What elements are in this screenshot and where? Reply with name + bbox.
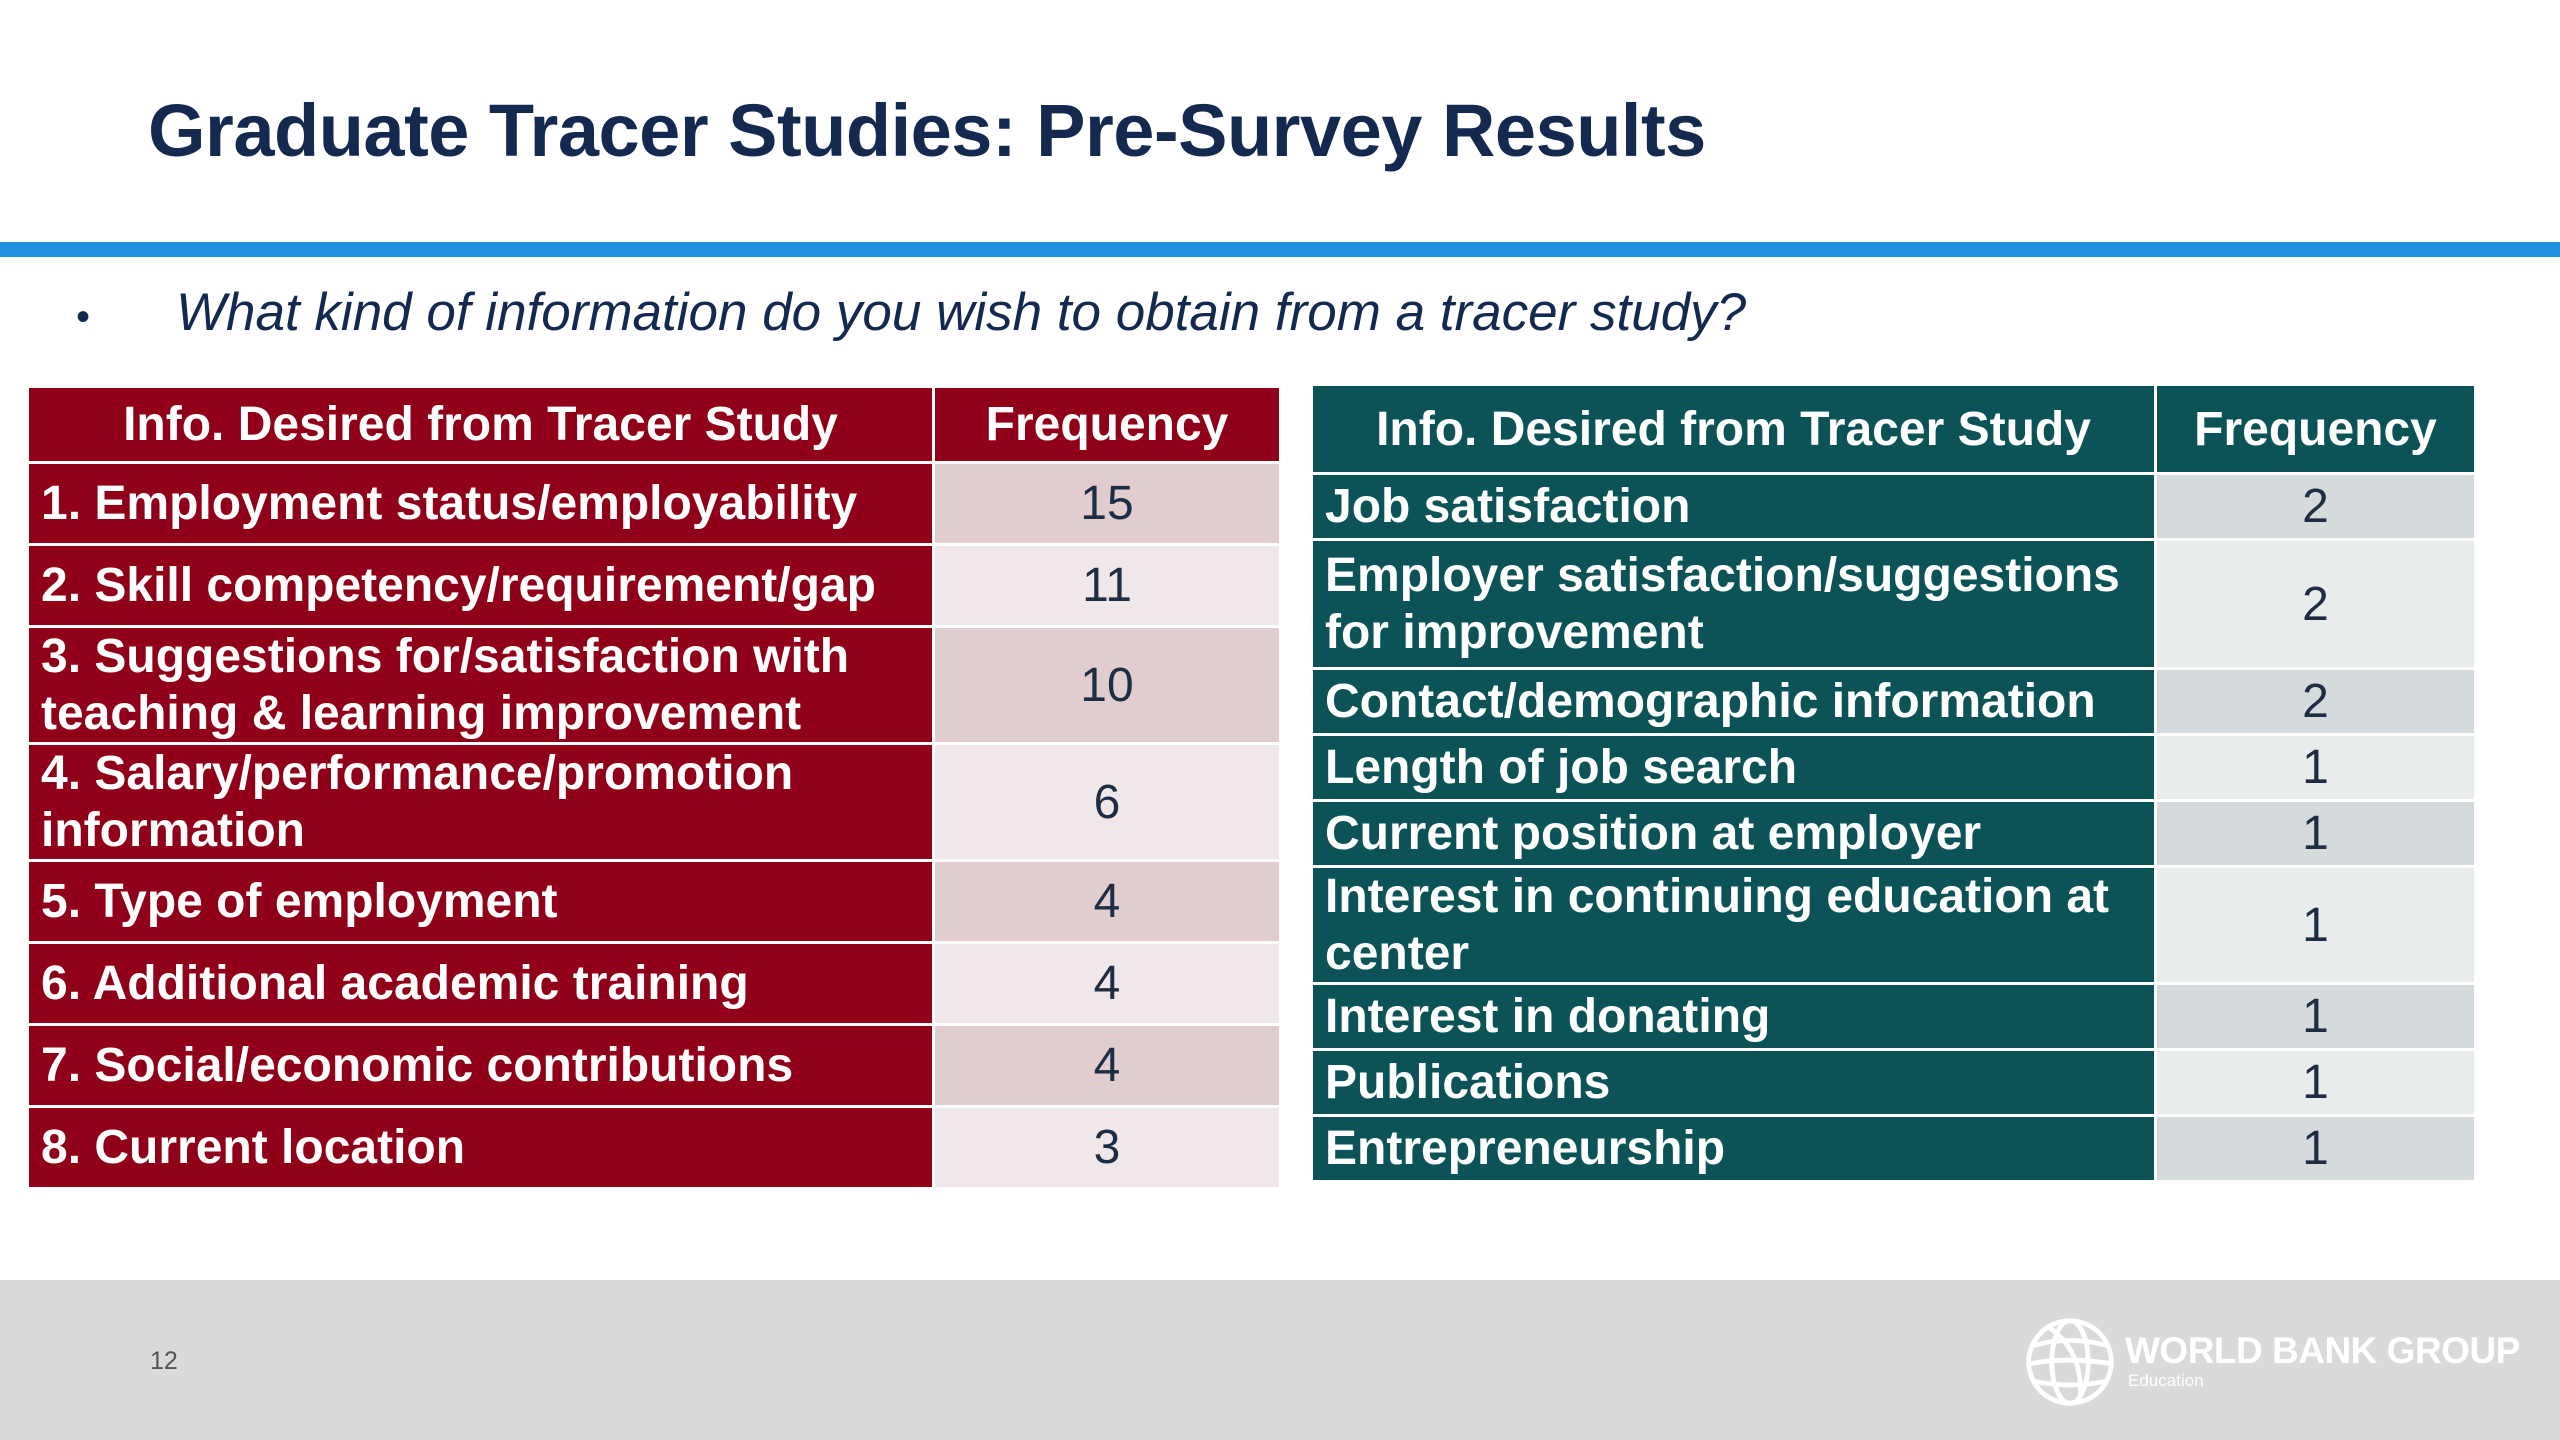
table-row: 8. Current location 3 bbox=[26, 1105, 1282, 1190]
row-item: 7. Social/economic contributions bbox=[26, 1023, 935, 1108]
row-item: 1. Employment status/employability bbox=[26, 461, 935, 546]
question-text: What kind of information do you wish to … bbox=[176, 283, 1747, 342]
table-row: Interest in continuing education at cent… bbox=[1310, 865, 2477, 985]
row-item: Interest in donating bbox=[1310, 982, 2157, 1051]
globe-icon bbox=[2026, 1318, 2114, 1406]
row-item: Employer satisfaction/suggestions for im… bbox=[1310, 538, 2157, 670]
row-item: Publications bbox=[1310, 1048, 2157, 1117]
header-info-desired: Info. Desired from Tracer Study bbox=[26, 385, 935, 464]
row-item: Contact/demographic information bbox=[1310, 667, 2157, 736]
row-frequency: 2 bbox=[2154, 667, 2477, 736]
row-item: 3. Suggestions for/satisfaction with tea… bbox=[26, 625, 935, 745]
bullet-marker: • bbox=[76, 295, 91, 339]
header-info-desired: Info. Desired from Tracer Study bbox=[1310, 383, 2157, 475]
table-row: Employer satisfaction/suggestions for im… bbox=[1310, 538, 2477, 670]
title-divider bbox=[0, 242, 2560, 257]
table-right-header-row: Info. Desired from Tracer Study Frequenc… bbox=[1310, 383, 2477, 475]
slide-title: Graduate Tracer Studies: Pre-Survey Resu… bbox=[148, 89, 1706, 172]
table-row: Publications 1 bbox=[1310, 1048, 2477, 1117]
row-frequency: 2 bbox=[2154, 472, 2477, 541]
world-bank-group-logo-subtext: Education bbox=[2128, 1371, 2204, 1390]
question-bullet: • What kind of information do you wish t… bbox=[76, 282, 2376, 343]
table-row: 4. Salary/performance/promotion informat… bbox=[26, 742, 1282, 862]
table-row: 5. Type of employment 4 bbox=[26, 859, 1282, 944]
row-frequency: 10 bbox=[932, 625, 1282, 745]
table-row: Entrepreneurship 1 bbox=[1310, 1114, 2477, 1183]
row-item: Current position at employer bbox=[1310, 799, 2157, 868]
row-frequency: 4 bbox=[932, 859, 1282, 944]
header-frequency: Frequency bbox=[932, 385, 1282, 464]
page-number: 12 bbox=[150, 1347, 178, 1375]
table-left-header-row: Info. Desired from Tracer Study Frequenc… bbox=[26, 385, 1282, 464]
table-row: 3. Suggestions for/satisfaction with tea… bbox=[26, 625, 1282, 745]
row-item: 6. Additional academic training bbox=[26, 941, 935, 1026]
world-bank-group-logo-text: WORLD BANK GROUP bbox=[2125, 1330, 2520, 1371]
row-frequency: 2 bbox=[2154, 538, 2477, 670]
table-row: 1. Employment status/employability 15 bbox=[26, 461, 1282, 546]
table-row: 2. Skill competency/requirement/gap 11 bbox=[26, 543, 1282, 628]
row-frequency: 11 bbox=[932, 543, 1282, 628]
row-frequency: 6 bbox=[932, 742, 1282, 862]
row-frequency: 15 bbox=[932, 461, 1282, 546]
table-right-frequency: Info. Desired from Tracer Study Frequenc… bbox=[1310, 383, 2477, 1183]
table-row: Contact/demographic information 2 bbox=[1310, 667, 2477, 736]
row-frequency: 1 bbox=[2154, 1114, 2477, 1183]
table-row: Length of job search 1 bbox=[1310, 733, 2477, 802]
row-item: 2. Skill competency/requirement/gap bbox=[26, 543, 935, 628]
row-item: Job satisfaction bbox=[1310, 472, 2157, 541]
row-item: Entrepreneurship bbox=[1310, 1114, 2157, 1183]
row-frequency: 3 bbox=[932, 1105, 1282, 1190]
row-item: 4. Salary/performance/promotion informat… bbox=[26, 742, 935, 862]
row-frequency: 1 bbox=[2154, 799, 2477, 868]
table-row: Interest in donating 1 bbox=[1310, 982, 2477, 1051]
footer-band bbox=[0, 1280, 2560, 1440]
row-frequency: 1 bbox=[2154, 733, 2477, 802]
row-item: Length of job search bbox=[1310, 733, 2157, 802]
table-left-frequency: Info. Desired from Tracer Study Frequenc… bbox=[26, 385, 1282, 1190]
header-frequency: Frequency bbox=[2154, 383, 2477, 475]
row-frequency: 4 bbox=[932, 1023, 1282, 1108]
row-frequency: 1 bbox=[2154, 1048, 2477, 1117]
row-item: Interest in continuing education at cent… bbox=[1310, 865, 2157, 985]
row-frequency: 1 bbox=[2154, 865, 2477, 985]
table-row: 6. Additional academic training 4 bbox=[26, 941, 1282, 1026]
row-item: 5. Type of employment bbox=[26, 859, 935, 944]
table-row: 7. Social/economic contributions 4 bbox=[26, 1023, 1282, 1108]
table-row: Current position at employer 1 bbox=[1310, 799, 2477, 868]
table-row: Job satisfaction 2 bbox=[1310, 472, 2477, 541]
row-frequency: 4 bbox=[932, 941, 1282, 1026]
row-item: 8. Current location bbox=[26, 1105, 935, 1190]
row-frequency: 1 bbox=[2154, 982, 2477, 1051]
